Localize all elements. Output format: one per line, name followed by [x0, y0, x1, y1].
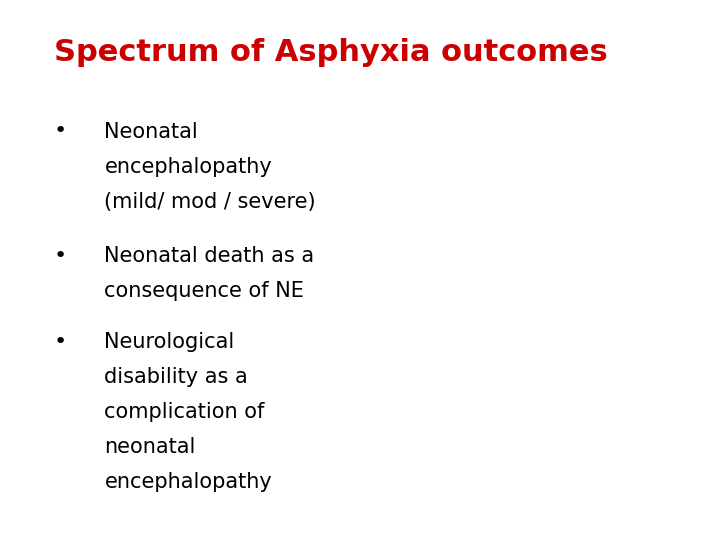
Text: •: •: [54, 246, 67, 266]
Text: complication of: complication of: [104, 402, 265, 422]
Text: encephalopathy: encephalopathy: [104, 472, 272, 492]
Text: neonatal: neonatal: [104, 437, 196, 457]
Text: Spectrum of Asphyxia outcomes: Spectrum of Asphyxia outcomes: [54, 38, 608, 67]
Text: •: •: [54, 122, 67, 141]
Text: •: •: [54, 332, 67, 352]
Text: (mild/ mod / severe): (mild/ mod / severe): [104, 192, 316, 212]
Text: Neonatal: Neonatal: [104, 122, 198, 141]
Text: disability as a: disability as a: [104, 367, 248, 387]
Text: Neonatal death as a: Neonatal death as a: [104, 246, 315, 266]
Text: Neurological: Neurological: [104, 332, 235, 352]
Text: consequence of NE: consequence of NE: [104, 281, 305, 301]
Text: encephalopathy: encephalopathy: [104, 157, 272, 177]
